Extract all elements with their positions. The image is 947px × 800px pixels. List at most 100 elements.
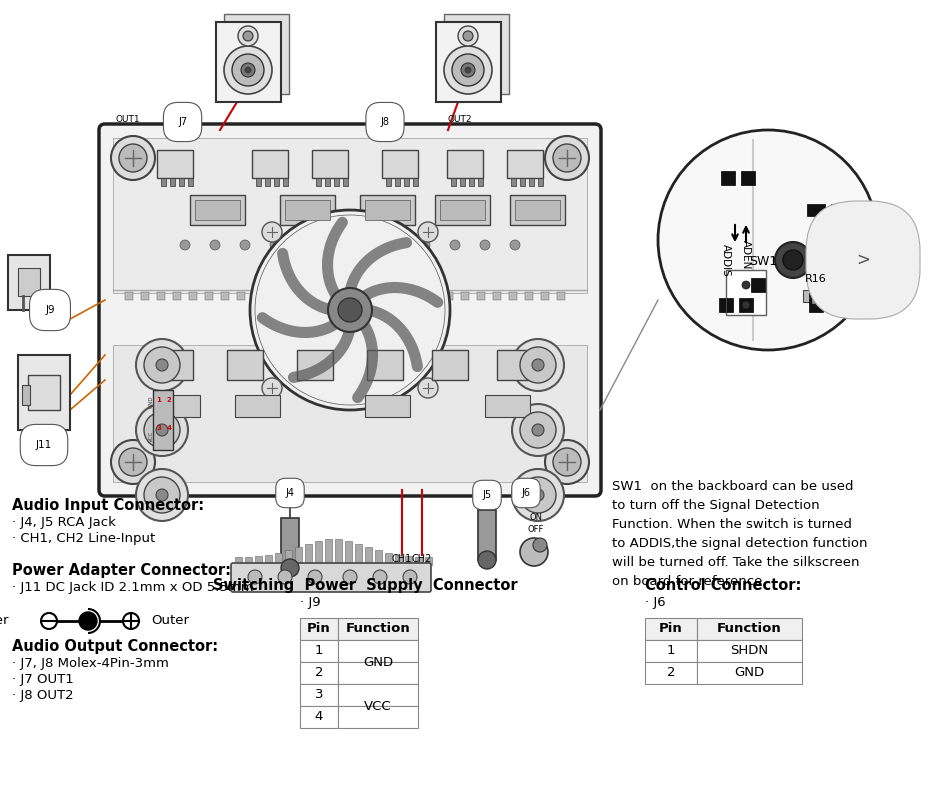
Bar — [429, 292, 437, 300]
Circle shape — [270, 240, 280, 250]
Circle shape — [262, 222, 282, 242]
Text: J5: J5 — [482, 490, 491, 500]
Bar — [432, 350, 468, 380]
Text: Control Connector:: Control Connector: — [645, 578, 801, 593]
Bar — [338, 684, 418, 706]
Circle shape — [119, 144, 147, 172]
Bar — [252, 150, 288, 178]
Bar — [726, 270, 766, 315]
Text: GND: GND — [735, 666, 764, 679]
Text: Function. When the switch is turned: Function. When the switch is turned — [612, 518, 852, 531]
Bar — [444, 14, 509, 94]
Text: J8: J8 — [381, 117, 389, 127]
Circle shape — [328, 288, 372, 332]
Circle shape — [420, 240, 430, 250]
Bar — [297, 350, 333, 380]
Text: to turn off the Signal Detection: to turn off the Signal Detection — [612, 499, 819, 512]
Bar — [237, 292, 245, 300]
Text: Outer: Outer — [151, 614, 189, 627]
Bar — [397, 292, 405, 300]
Bar — [697, 640, 802, 662]
Circle shape — [278, 570, 292, 584]
Bar — [301, 292, 309, 300]
Circle shape — [658, 130, 878, 350]
Bar — [300, 684, 338, 706]
Circle shape — [390, 240, 400, 250]
Circle shape — [418, 222, 438, 242]
Circle shape — [450, 240, 460, 250]
Circle shape — [210, 240, 220, 250]
Circle shape — [532, 489, 544, 501]
Bar — [385, 553, 392, 565]
Bar — [367, 350, 403, 380]
Text: Pin: Pin — [659, 622, 683, 635]
Text: Power Adapter Connector:: Power Adapter Connector: — [12, 563, 231, 578]
Circle shape — [343, 570, 357, 584]
Bar — [283, 178, 288, 186]
Text: 3: 3 — [314, 689, 323, 702]
Bar — [557, 292, 565, 300]
Text: VCC: VCC — [365, 699, 392, 713]
Circle shape — [360, 240, 370, 250]
Bar — [28, 375, 60, 410]
Bar — [425, 557, 432, 565]
Text: 1: 1 — [667, 645, 675, 658]
Text: 2: 2 — [667, 666, 675, 679]
Bar — [275, 553, 282, 565]
Bar — [18, 268, 40, 296]
Bar — [141, 292, 149, 300]
Circle shape — [156, 489, 168, 501]
Bar — [451, 178, 456, 186]
Bar — [335, 539, 342, 565]
Bar — [265, 178, 270, 186]
Text: SHDN: SHDN — [730, 645, 769, 658]
Circle shape — [300, 240, 310, 250]
Bar — [253, 292, 261, 300]
Bar — [300, 618, 338, 640]
Bar — [338, 662, 418, 684]
Text: to ADDIS,the signal detection function: to ADDIS,the signal detection function — [612, 537, 867, 550]
Bar — [826, 298, 840, 312]
Bar — [811, 224, 825, 236]
Bar — [645, 662, 697, 684]
Bar — [221, 292, 229, 300]
Circle shape — [783, 250, 803, 270]
Circle shape — [520, 347, 556, 383]
Bar — [365, 292, 373, 300]
Bar — [256, 178, 261, 186]
Bar — [125, 292, 133, 300]
Text: J4: J4 — [285, 488, 295, 498]
Circle shape — [180, 240, 190, 250]
Text: 4: 4 — [314, 710, 323, 723]
Circle shape — [553, 448, 581, 476]
Bar — [726, 270, 766, 315]
Text: Function: Function — [717, 622, 782, 635]
Circle shape — [463, 31, 473, 41]
Bar — [413, 178, 418, 186]
Circle shape — [458, 26, 478, 46]
Bar — [235, 557, 242, 565]
Text: VCC: VCC — [149, 430, 153, 442]
Bar — [173, 292, 181, 300]
Bar — [269, 292, 277, 300]
Bar — [721, 171, 735, 185]
Circle shape — [308, 570, 322, 584]
Bar — [413, 292, 421, 300]
Bar — [435, 195, 490, 225]
Text: J6: J6 — [522, 488, 530, 498]
Circle shape — [465, 67, 471, 73]
Bar — [280, 195, 335, 225]
Bar — [360, 195, 415, 225]
Text: · CH1, CH2 Line-Input: · CH1, CH2 Line-Input — [12, 532, 155, 545]
Bar — [515, 200, 560, 220]
Bar — [529, 178, 534, 186]
Bar — [205, 292, 213, 300]
Text: GND: GND — [149, 396, 153, 408]
Bar — [386, 178, 391, 186]
Text: >: > — [856, 251, 870, 269]
Text: CH1: CH1 — [392, 554, 412, 564]
Bar — [485, 395, 530, 417]
Bar — [285, 200, 330, 220]
Circle shape — [156, 424, 168, 436]
Bar — [317, 292, 325, 300]
